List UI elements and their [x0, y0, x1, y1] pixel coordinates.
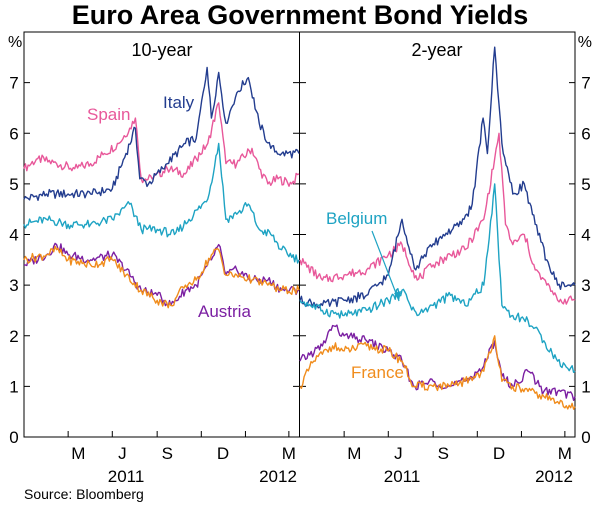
series-line-austria-2y [299, 324, 576, 401]
y-tick-label-left: 7 [9, 74, 18, 93]
x-year-label: 2012 [535, 467, 573, 486]
x-tick-label: M [558, 444, 572, 463]
series-line-france-10y [23, 245, 300, 309]
series-line-austria-10y [23, 242, 300, 308]
series-line-belgium-2y [299, 183, 576, 373]
y-tick-label-left: 3 [9, 276, 18, 295]
panel-10-year [23, 66, 300, 309]
y-tick-label-right: 5 [581, 175, 590, 194]
x-tick-label: M [347, 444, 361, 463]
y-tick-label-right: 4 [581, 226, 590, 245]
x-tick-label: D [493, 444, 505, 463]
series-line-italy-10y [23, 66, 300, 202]
y-tick-label-left: 0 [9, 428, 18, 447]
x-axis: M J S D M 2011 2012 M J S D M 2011 2012 [67, 431, 573, 486]
series-line-belgium-10y [23, 142, 300, 264]
x-tick-label: S [162, 444, 173, 463]
series-line-italy-2y [299, 46, 576, 309]
x-tick-label: M [71, 444, 85, 463]
y-tick-label-left: 2 [9, 327, 18, 346]
x-tick-label: J [118, 444, 127, 463]
x-year-label: 2011 [108, 467, 145, 486]
y-tick-label-right: 7 [581, 74, 590, 93]
y-tick-label-right: 0 [581, 428, 590, 447]
y-tick-label-left: 1 [9, 377, 18, 396]
y-tick-label-right: 1 [581, 377, 590, 396]
y-axis-left: 0 1 2 3 4 5 6 7 [9, 74, 306, 447]
y-tick-label-left: 6 [9, 124, 18, 143]
x-tick-label: D [217, 444, 229, 463]
panel-title-2-year: 2-year [411, 40, 462, 60]
label-italy: Italy [163, 93, 195, 112]
source-note: Source: Bloomberg [24, 486, 144, 502]
series-line-spain-10y [23, 102, 300, 187]
x-year-label: 2011 [384, 467, 421, 486]
y-unit-left: % [8, 34, 22, 51]
panel-2-year [299, 46, 576, 410]
belgium-pointer [371, 230, 400, 302]
belgium-pointer-head [394, 291, 401, 301]
y-tick-label-left: 4 [9, 226, 18, 245]
label-belgium: Belgium [326, 209, 387, 228]
x-tick-label: S [438, 444, 449, 463]
series-line-spain-2y [299, 132, 576, 305]
label-spain: Spain [87, 105, 130, 124]
label-austria: Austria [198, 302, 251, 321]
chart-title: Euro Area Government Bond Yields [72, 0, 529, 30]
panel-title-10-year: 10-year [131, 40, 192, 60]
y-tick-label-right: 6 [581, 124, 590, 143]
y-tick-label-right: 3 [581, 276, 590, 295]
y-unit-right: % [578, 34, 592, 51]
series-line-france-2y [299, 335, 576, 410]
y-tick-label-right: 2 [581, 327, 590, 346]
x-tick-label: J [394, 444, 403, 463]
x-year-label: 2012 [259, 467, 297, 486]
y-tick-label-left: 5 [9, 175, 18, 194]
y-axis-right: 0 1 2 3 4 5 6 7 [569, 74, 591, 447]
label-france: France [351, 363, 404, 382]
x-tick-label: M [282, 444, 296, 463]
